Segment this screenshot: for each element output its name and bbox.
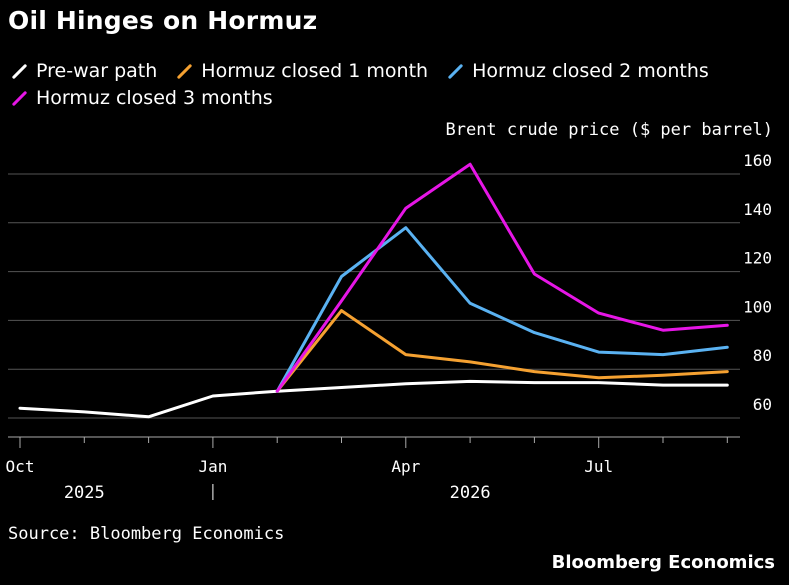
line-chart: 60 80 100 120 140 160 Oct Jan Apr Jul 2025 2026	[6, 151, 772, 503]
legend-row-1: Pre-war path Hormuz closed 1 month Hormu…	[8, 57, 788, 84]
legend-label-pre-war: Pre-war path	[36, 59, 158, 82]
series-line-hormuz-closed-3-months	[275, 162, 729, 393]
chart-title: Oil Hinges on Hormuz	[8, 6, 318, 35]
legend-item-pre-war: Pre-war path	[8, 60, 157, 82]
y-tick-label-80: 80	[753, 346, 772, 365]
legend-item-closed-3-months: Hormuz closed 3 months	[8, 87, 273, 109]
legend-label-closed-2-months: Hormuz closed 2 months	[472, 59, 709, 82]
x-tick-label-jul: Jul	[584, 457, 613, 476]
x-tick-label-apr: Apr	[391, 457, 420, 476]
y-tick-label-100: 100	[743, 297, 772, 316]
x-tick-label-jan: Jan	[198, 457, 227, 476]
y-tick-label-160: 160	[743, 151, 772, 170]
y-tick-label-120: 120	[743, 249, 772, 268]
legend-label-closed-3-months: Hormuz closed 3 months	[36, 86, 273, 109]
y-tick-label-60: 60	[753, 395, 772, 414]
x-tick-label-oct: Oct	[6, 457, 35, 476]
brand-logo-text: Bloomberg Economics	[551, 552, 775, 573]
x-year-label-2026: 2026	[450, 483, 491, 503]
x-year-label-2025: 2025	[64, 483, 105, 503]
legend-label-closed-1-month: Hormuz closed 1 month	[201, 59, 429, 82]
series-line-hormuz-closed-2-months	[275, 226, 729, 393]
legend-item-closed-2-months: Hormuz closed 2 months	[444, 60, 709, 82]
series-line-hormuz-closed-1-month	[275, 309, 729, 393]
y-tick-label-140: 140	[743, 200, 772, 219]
y-axis-label: Brent crude price ($ per barrel)	[445, 120, 773, 140]
legend-row-2: Hormuz closed 3 months	[8, 84, 788, 111]
legend-item-closed-1-month: Hormuz closed 1 month	[173, 60, 428, 82]
source-note: Source: Bloomberg Economics	[8, 524, 285, 544]
chart-legend: Pre-war path Hormuz closed 1 month Hormu…	[8, 57, 788, 111]
series-line-pre-war-path	[18, 379, 729, 419]
